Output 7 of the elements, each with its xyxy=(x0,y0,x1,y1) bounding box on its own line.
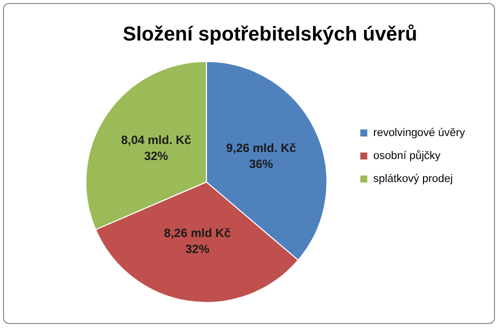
chart-title: Složení spotřebitelských úvěrů xyxy=(122,24,418,46)
data-label: 8,04 mld. Kč 32% xyxy=(121,133,192,164)
legend-label: revolvingové úvěry xyxy=(373,127,466,140)
legend-label: osobní půjčky xyxy=(373,150,442,162)
legend-label: splátkový prodej xyxy=(373,173,453,186)
data-label: 9,26 mld. Kč 36% xyxy=(226,141,296,172)
data-label: 8,26 mld Kč 32% xyxy=(164,226,232,256)
